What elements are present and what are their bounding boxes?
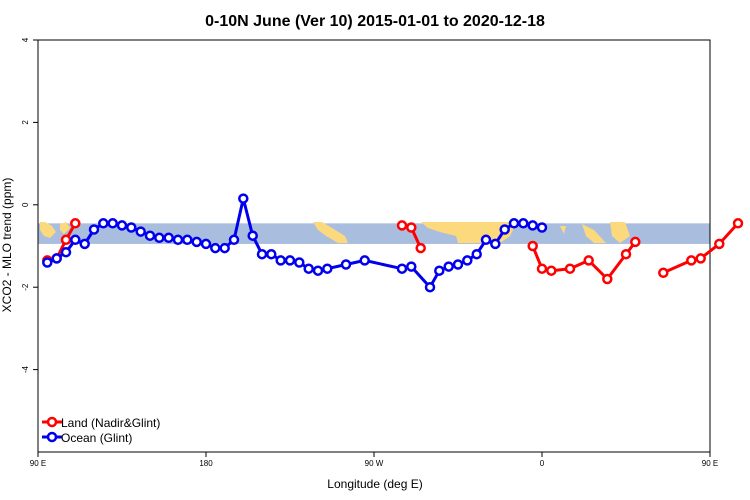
data-point [107,218,118,229]
data-point [51,253,62,264]
data-point [480,234,492,246]
data-point [546,265,557,276]
data-point [247,230,258,241]
data-point [135,226,146,237]
data-point [163,232,174,244]
data-point [210,242,221,254]
data-point [256,248,268,260]
data-point [434,265,445,276]
data-point [98,218,109,229]
x-tick-label: 0 [540,459,545,468]
data-point [695,253,706,264]
data-point [686,255,697,266]
data-point [238,193,249,204]
data-point [144,230,156,241]
data-point [200,238,212,250]
x-tick-label: 90 E [702,459,718,468]
data-point [714,238,725,250]
series-ocean [42,193,548,293]
data-point [630,236,641,248]
data-point [154,232,165,244]
data-point [396,220,408,231]
data-point [620,248,632,260]
data-point [60,246,72,258]
data-point [396,263,408,274]
data-point [172,234,184,246]
data-point [359,255,370,266]
data-point [583,255,594,266]
land-mask [40,222,630,243]
data-point [536,222,548,233]
land-patch-asia-east [610,222,630,243]
data-point [219,242,230,254]
data-point [602,273,613,285]
data-point [60,234,72,246]
data-point [79,238,90,250]
data-point [415,242,426,254]
data-point [70,234,81,246]
data-point [266,248,277,260]
land-patch-west-pacific [40,222,56,238]
data-point [424,281,436,293]
x-axis-label: Longitude (deg E) [327,477,422,491]
data-point [499,224,510,235]
legend-label-ocean: Ocean (Glint) [61,431,132,445]
data-point [312,265,324,276]
x-tick-label: 180 [199,459,213,468]
legend-item-land: Land (Nadir&Glint) [42,416,160,430]
data-point [564,263,576,274]
data-point [303,263,314,274]
y-tick-label: -4 [21,365,30,373]
data-point [182,234,193,246]
data-point [508,218,520,229]
data-point [443,261,454,272]
y-axis-label: XCO2 - MLO trend (ppm) [0,178,14,313]
data-point [462,255,473,266]
data-point [42,257,53,268]
y-tick-label: 2 [21,120,30,125]
data-point [228,234,240,246]
data-point [284,255,296,266]
data-point [294,257,305,268]
data-point [658,267,669,279]
data-point [126,222,137,233]
data-point [275,255,286,266]
data-point [732,218,744,229]
land-patch-asia [582,224,606,243]
chart-title: 0-10N June (Ver 10) 2015-01-01 to 2020-1… [205,13,545,30]
data-point [471,248,482,260]
data-point [340,259,352,270]
data-point [452,259,464,270]
y-tick-label: 0 [21,202,30,207]
series-layer [42,193,744,293]
plot-frame [37,39,711,453]
x-tick-label: 90 E [30,459,46,468]
legend-label-land: Land (Nadir&Glint) [61,416,160,430]
data-point [70,218,81,229]
data-point [191,236,202,248]
data-point [518,218,529,229]
data-point [490,238,501,250]
data-point [116,220,128,231]
data-point [527,220,538,231]
data-point [406,261,417,272]
y-axis: 4 2 0 -2 -4 [21,37,38,373]
data-point [527,240,538,252]
x-tick-label: 90 W [365,459,384,468]
land-patch-island [560,226,566,234]
data-point [536,263,548,274]
data-point [322,263,333,274]
land-patch-africa [421,222,517,243]
data-point [406,222,417,233]
y-tick-label: 4 [21,37,30,42]
land-patch-islands [60,222,70,234]
data-point [88,224,100,235]
land-patch-central-america [313,222,348,243]
y-tick-label: -2 [21,283,30,291]
legend: Land (Nadir&Glint) Ocean (Glint) [42,416,160,445]
legend-item-ocean: Ocean (Glint) [42,431,132,445]
